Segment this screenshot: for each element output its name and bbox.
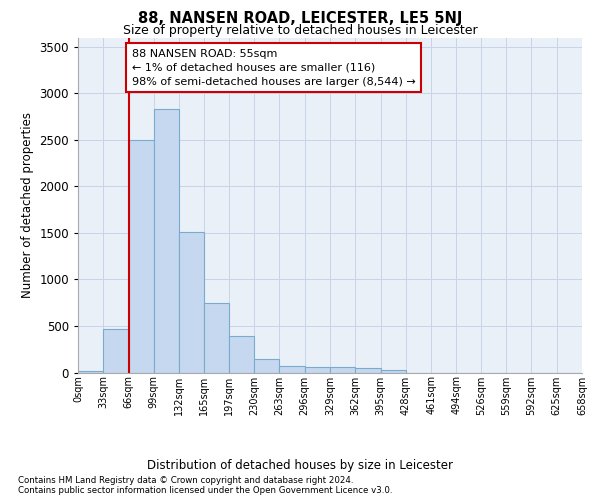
Bar: [330, 368, 355, 372]
Bar: [355, 368, 380, 372]
Bar: [229, 336, 254, 372]
Text: 88 NANSEN ROAD: 55sqm
← 1% of detached houses are smaller (116)
98% of semi-deta: 88 NANSEN ROAD: 55sqm ← 1% of detached h…: [131, 48, 415, 86]
Text: Distribution of detached houses by size in Leicester: Distribution of detached houses by size …: [147, 460, 453, 472]
Bar: [179, 232, 205, 372]
Bar: [205, 302, 229, 372]
Bar: [78, 370, 103, 372]
Bar: [305, 368, 330, 372]
Bar: [380, 370, 406, 372]
Text: Contains HM Land Registry data © Crown copyright and database right 2024.: Contains HM Land Registry data © Crown c…: [18, 476, 353, 485]
Bar: [254, 360, 280, 372]
Text: Size of property relative to detached houses in Leicester: Size of property relative to detached ho…: [122, 24, 478, 37]
Bar: [103, 329, 128, 372]
Bar: [128, 140, 154, 372]
Text: Contains public sector information licensed under the Open Government Licence v3: Contains public sector information licen…: [18, 486, 392, 495]
Bar: [280, 366, 305, 372]
Bar: [154, 109, 179, 372]
Y-axis label: Number of detached properties: Number of detached properties: [21, 112, 34, 298]
Text: 88, NANSEN ROAD, LEICESTER, LE5 5NJ: 88, NANSEN ROAD, LEICESTER, LE5 5NJ: [138, 11, 462, 26]
